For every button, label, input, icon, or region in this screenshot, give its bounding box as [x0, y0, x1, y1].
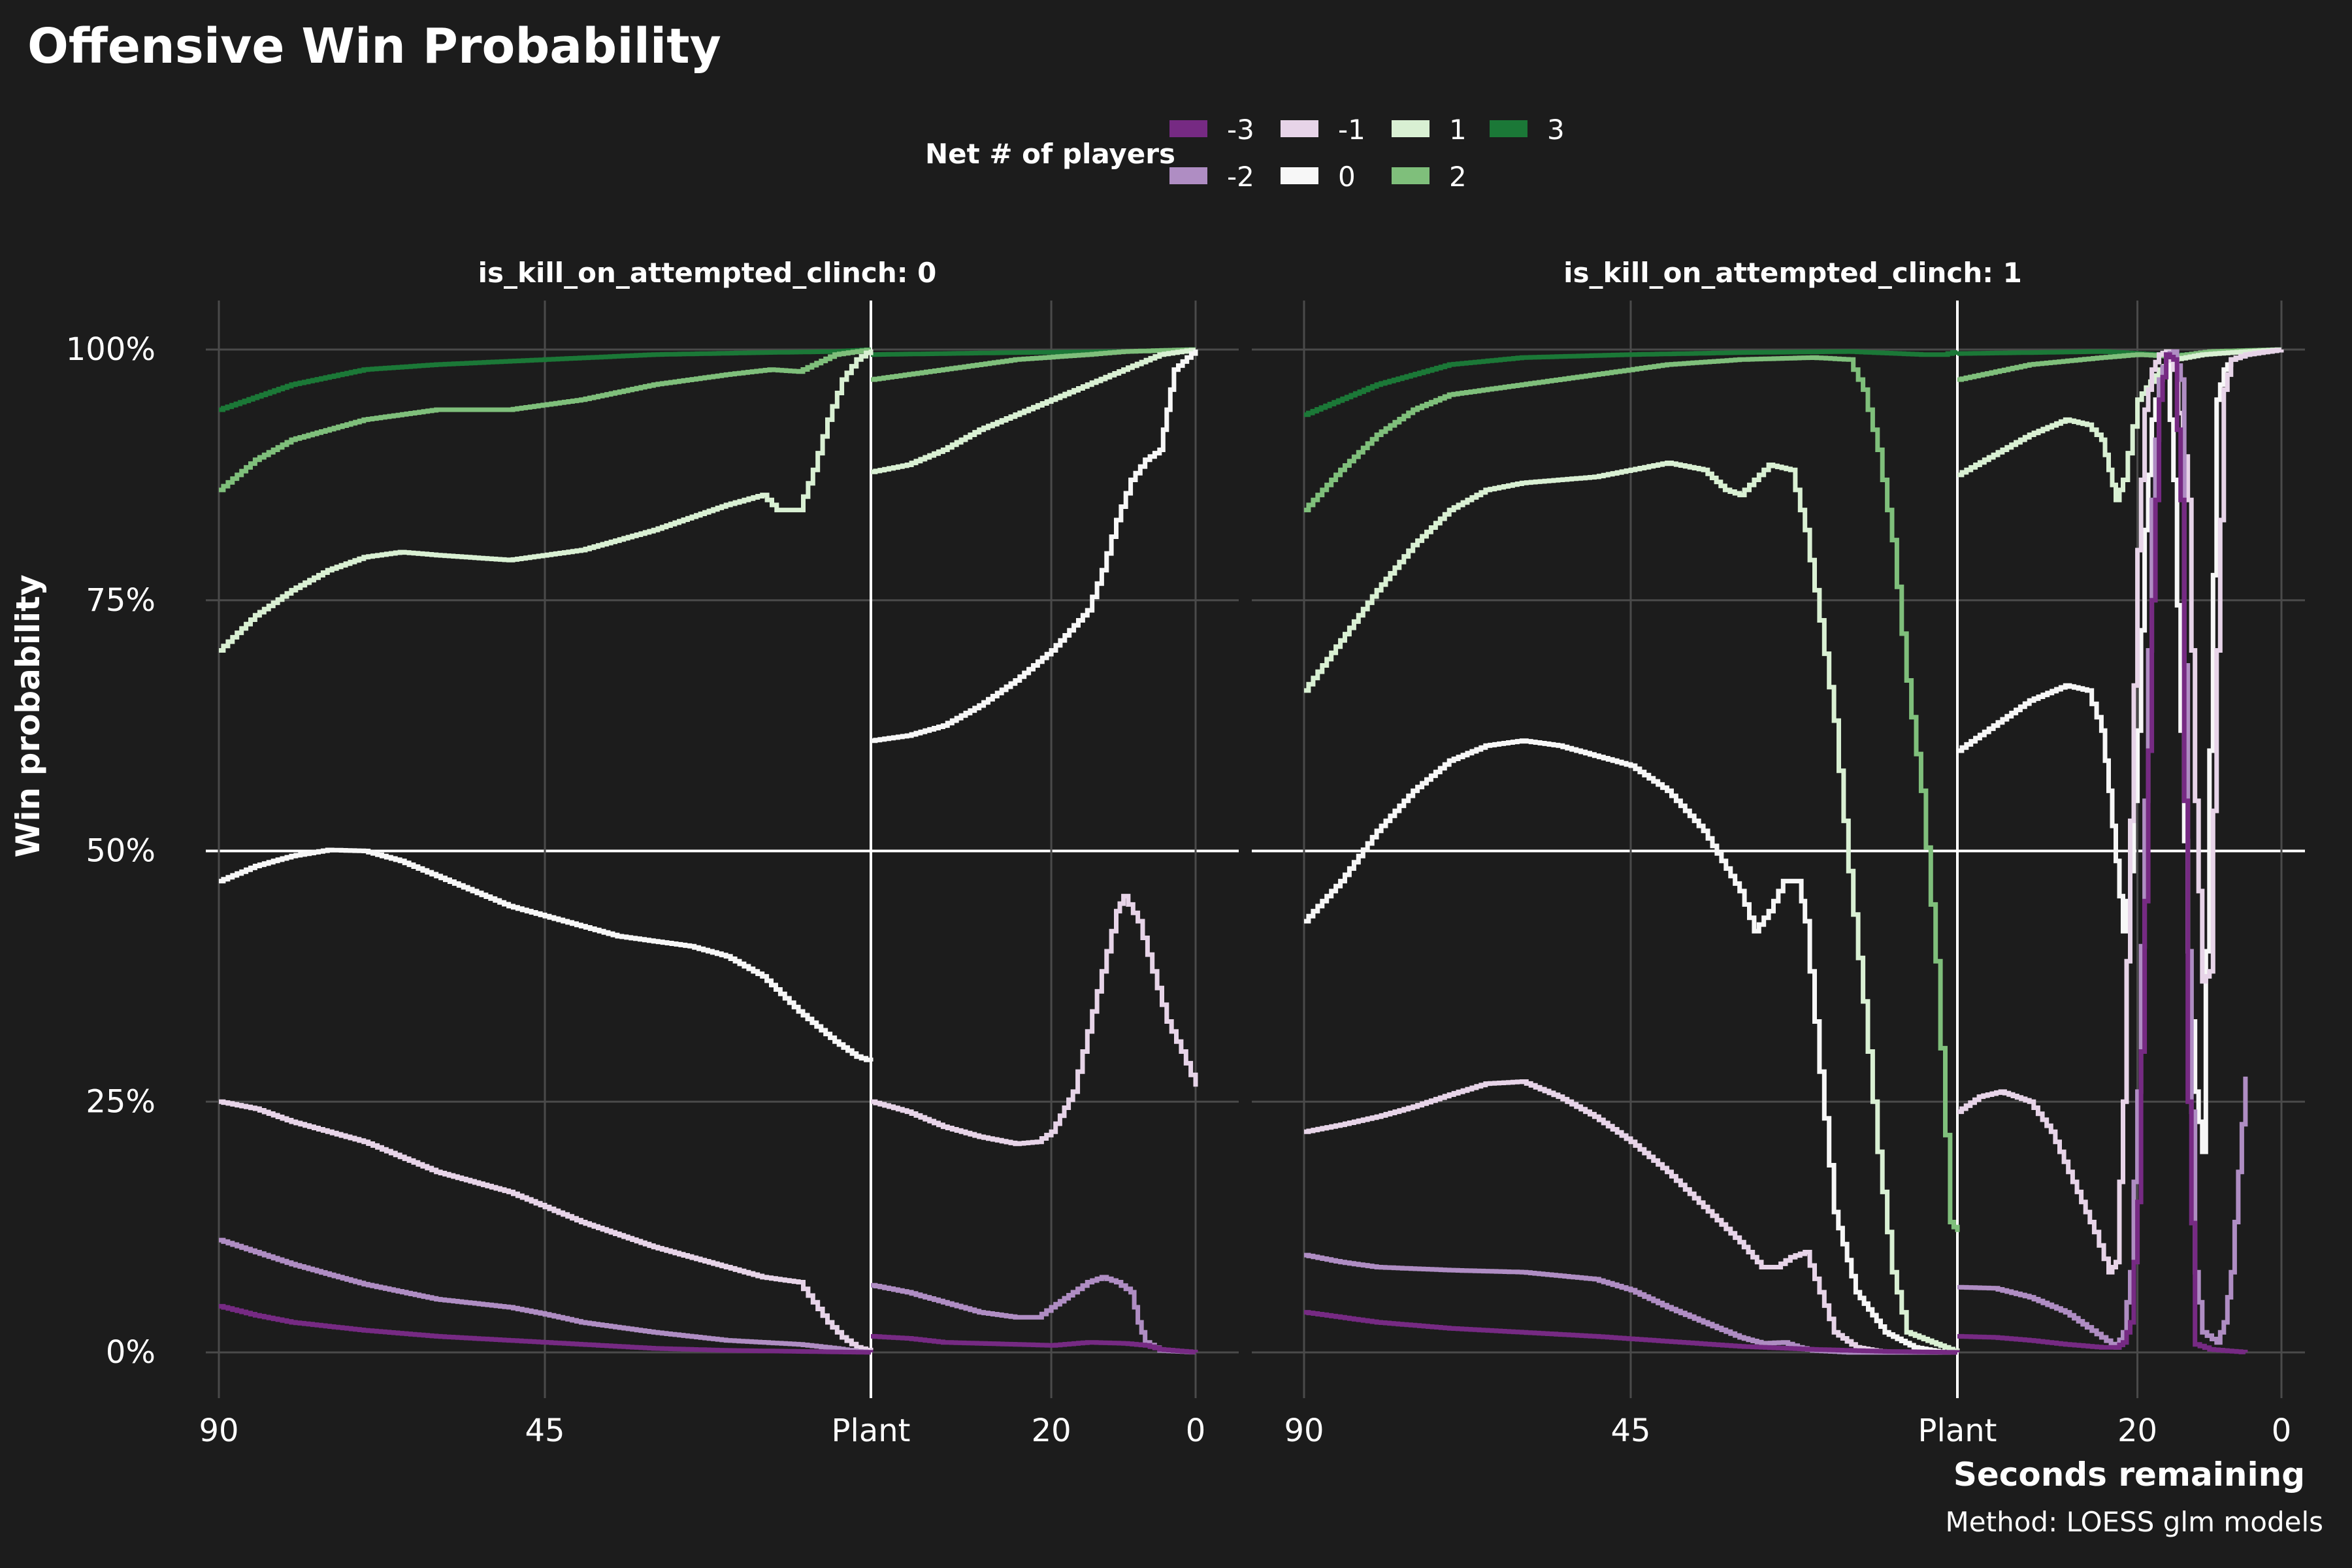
x-tick-label: Plant: [1918, 1413, 1997, 1449]
series-line-n0: [871, 350, 1198, 743]
series-line-n-2: [219, 1237, 874, 1354]
x-tick-label: 45: [1610, 1413, 1650, 1449]
series-line-n-3: [1957, 352, 2248, 1354]
series-line-n1: [219, 350, 874, 653]
series-line-n2: [1304, 355, 1960, 1232]
legend-label: 0: [1338, 161, 1356, 193]
series-line-n-1: [1304, 1079, 1957, 1355]
x-tick-label: 0: [1186, 1413, 1206, 1449]
series-line-n2: [219, 348, 874, 493]
legend-key-n-3: [1169, 120, 1207, 137]
x-tick-label: 20: [1032, 1413, 1071, 1449]
legend-label: 1: [1449, 114, 1467, 146]
y-axis-title: Win probability: [9, 574, 47, 857]
panel-0: is_kill_on_attempted_clinch: 0 0% 25% 50% 75…: [66, 257, 1239, 1449]
legend-key-n1: [1392, 120, 1429, 137]
legend-label: 3: [1547, 114, 1565, 146]
series-line-n1: [1304, 461, 1960, 1353]
x-tick-label: 0: [2272, 1413, 2292, 1449]
x-tick-label: 20: [2117, 1413, 2157, 1449]
series-line-n-3: [871, 1333, 1198, 1354]
legend-label: -3: [1227, 114, 1254, 146]
x-tick-label: 45: [525, 1413, 564, 1449]
y-tick-label: 25%: [86, 1083, 155, 1120]
series-line-n3: [1304, 349, 1960, 417]
x-tick-label: 90: [1284, 1413, 1324, 1449]
series-line-n-3: [1304, 1310, 1960, 1355]
chart-caption: Method: LOESS glm models: [1946, 1506, 2323, 1538]
legend-key-n-2: [1169, 167, 1207, 184]
panel-1: is_kill_on_attempted_clinch: 1 90 45 Plant 2…: [1252, 257, 2305, 1449]
chart-title: Offensive Win Probability: [27, 18, 721, 74]
series-line-n1: [1957, 347, 2284, 502]
legend-label: -1: [1338, 114, 1365, 146]
series-line-n3: [219, 347, 874, 412]
legend-label: 2: [1449, 161, 1467, 193]
x-tick-label: 90: [199, 1413, 238, 1449]
series-line-n0: [219, 847, 874, 1062]
legend-key-n2: [1392, 167, 1429, 184]
y-tick-label: 75%: [86, 582, 155, 619]
legend-key-n0: [1281, 167, 1318, 184]
series-line-n2: [871, 347, 1198, 382]
y-tick-label: 100%: [66, 331, 155, 368]
series-line-n0: [1304, 738, 1957, 1355]
series-line-n1: [871, 348, 1198, 474]
y-tick-label: 50%: [86, 833, 155, 870]
y-tick-label: 0%: [106, 1334, 155, 1371]
series-line-n-1: [1957, 348, 2284, 1275]
legend-title: Net # of players: [925, 138, 1175, 170]
x-tick-label: Plant: [832, 1413, 911, 1449]
facet-panels: is_kill_on_attempted_clinch: 0 0% 25% 50% 75…: [66, 257, 2305, 1449]
legend: Net # of players -3 -2 -1 0 1 2 3: [925, 114, 1565, 193]
legend-key-n-1: [1281, 120, 1318, 137]
series-line-n-1: [871, 894, 1198, 1147]
x-axis-title: Seconds remaining: [1953, 1456, 2305, 1494]
facet-strip-label: is_kill_on_attempted_clinch: 0: [478, 257, 937, 289]
series-line-n-2: [871, 1275, 1198, 1355]
series-line-n-3: [219, 1303, 874, 1355]
facet-strip-label: is_kill_on_attempted_clinch: 1: [1563, 257, 2022, 289]
legend-key-n3: [1490, 120, 1527, 137]
series-line-n-1: [219, 1099, 874, 1352]
legend-label: -2: [1227, 161, 1254, 193]
